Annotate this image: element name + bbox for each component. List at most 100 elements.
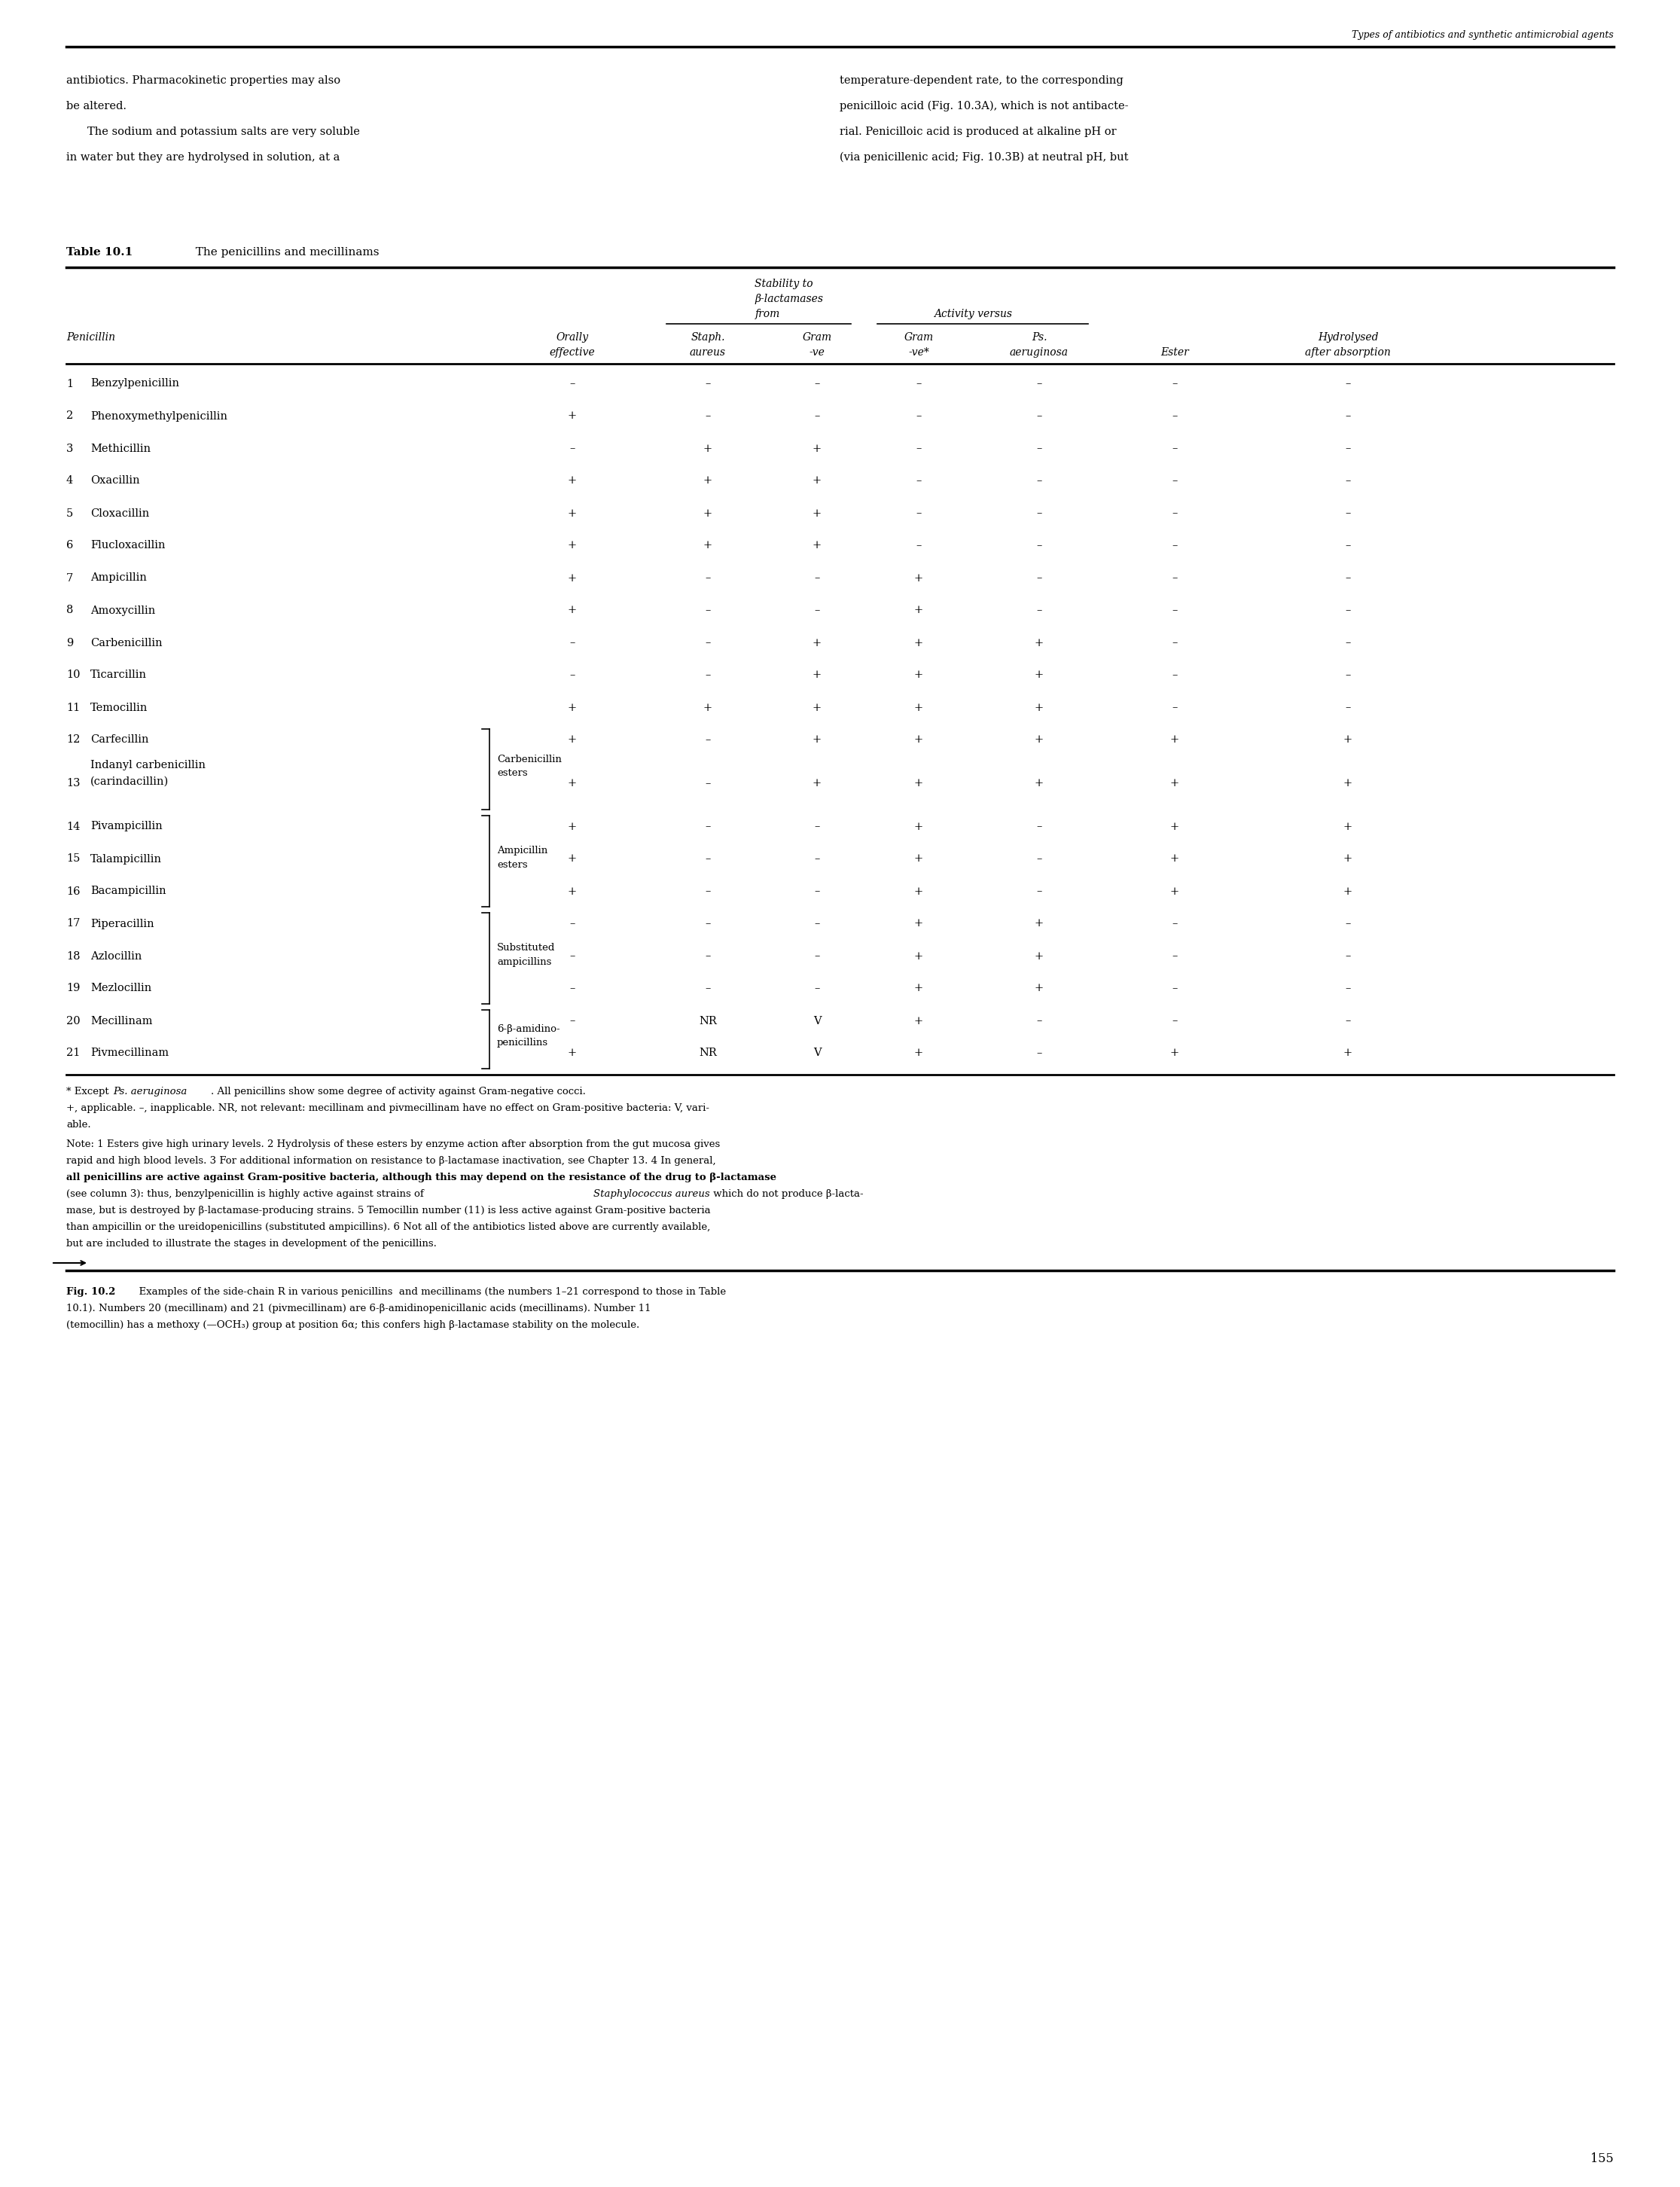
Text: –: – (1346, 573, 1351, 584)
Text: Indanyl carbenicillin: Indanyl carbenicillin (91, 759, 205, 770)
Text: Flucloxacillin: Flucloxacillin (91, 540, 165, 551)
Text: +: + (1035, 984, 1043, 993)
Text: –: – (1346, 606, 1351, 617)
Text: –: – (706, 378, 711, 389)
Text: +: + (568, 702, 576, 713)
Text: aureus: aureus (690, 348, 726, 359)
Text: Note: 1 Esters give high urinary levels. 2 Hydrolysis of these esters by enzyme : Note: 1 Esters give high urinary levels.… (66, 1139, 721, 1148)
Text: The penicillins and mecillinams: The penicillins and mecillinams (188, 247, 380, 258)
Text: –: – (706, 735, 711, 746)
Text: +: + (813, 702, 822, 713)
Text: –: – (1173, 411, 1178, 422)
Text: –: – (916, 411, 921, 422)
Text: Staph.: Staph. (690, 332, 726, 343)
Text: (carindacillin): (carindacillin) (91, 776, 170, 787)
Text: +: + (704, 507, 712, 518)
Text: +: + (914, 984, 924, 993)
Text: +: + (1171, 886, 1179, 897)
Text: +: + (813, 444, 822, 453)
Text: +: + (568, 411, 576, 422)
Text: Temocillin: Temocillin (91, 702, 148, 713)
Text: –: – (1346, 411, 1351, 422)
Text: 16: 16 (66, 886, 81, 897)
Text: –: – (1346, 636, 1351, 647)
Text: –: – (1173, 573, 1178, 584)
Text: 10.1). Numbers 20 (mecillinam) and 21 (pivmecillinam) are 6-β-amidinopenicillani: 10.1). Numbers 20 (mecillinam) and 21 (p… (66, 1303, 650, 1314)
Text: +: + (1035, 735, 1043, 746)
Text: +: + (568, 779, 576, 790)
Text: +, applicable. –, inapplicable. NR, not relevant: mecillinam and pivmecillinam h: +, applicable. –, inapplicable. NR, not … (66, 1102, 709, 1113)
Text: +: + (1171, 779, 1179, 790)
Text: –: – (1173, 507, 1178, 518)
Text: from: from (754, 308, 780, 319)
Text: –: – (1346, 669, 1351, 680)
Text: +: + (914, 1015, 924, 1026)
Text: –: – (706, 984, 711, 993)
Text: than ampicillin or the ureidopenicillins (substituted ampicillins). 6 Not all of: than ampicillin or the ureidopenicillins… (66, 1223, 711, 1231)
Text: 18: 18 (66, 951, 81, 962)
Text: β-lactamases: β-lactamases (754, 293, 823, 304)
Text: Ticarcillin: Ticarcillin (91, 669, 146, 680)
Text: +: + (813, 540, 822, 551)
Text: –: – (815, 378, 820, 389)
Text: +: + (568, 540, 576, 551)
Text: +: + (1035, 702, 1043, 713)
Text: mase, but is destroyed by β-lactamase-producing strains. 5 Temocillin number (11: mase, but is destroyed by β-lactamase-pr… (66, 1205, 711, 1216)
Text: after absorption: after absorption (1305, 348, 1391, 359)
Text: 155: 155 (1591, 2152, 1614, 2165)
Text: Mecillinam: Mecillinam (91, 1015, 153, 1026)
Text: –: – (1173, 1015, 1178, 1026)
Text: –: – (706, 606, 711, 617)
Text: Gram: Gram (904, 332, 934, 343)
Text: Carbenicillin: Carbenicillin (91, 636, 163, 647)
Text: –: – (1037, 475, 1042, 486)
Text: –: – (815, 606, 820, 617)
Text: –: – (1173, 951, 1178, 962)
Text: –: – (1037, 411, 1042, 422)
Text: +: + (914, 636, 924, 647)
Text: –: – (1037, 540, 1042, 551)
Text: Phenoxymethylpenicillin: Phenoxymethylpenicillin (91, 411, 227, 422)
Text: Cloxacillin: Cloxacillin (91, 507, 150, 518)
Text: Carbenicillin: Carbenicillin (497, 755, 561, 763)
Text: 2: 2 (66, 411, 74, 422)
Text: –: – (1037, 1015, 1042, 1026)
Text: –: – (1173, 606, 1178, 617)
Text: Types of antibiotics and synthetic antimicrobial agents: Types of antibiotics and synthetic antim… (1352, 31, 1614, 39)
Text: 10: 10 (66, 669, 81, 680)
Text: -ve: -ve (810, 348, 825, 359)
Text: +: + (1171, 822, 1179, 831)
Text: +: + (914, 702, 924, 713)
Text: +: + (568, 1048, 576, 1059)
Text: +: + (813, 669, 822, 680)
Text: 1: 1 (66, 378, 74, 389)
Text: -ve*: -ve* (909, 348, 929, 359)
Text: –: – (570, 636, 575, 647)
Text: +: + (813, 507, 822, 518)
Text: all penicillins are active against Gram-positive bacteria, although this may dep: all penicillins are active against Gram-… (66, 1172, 776, 1183)
Text: –: – (815, 886, 820, 897)
Text: rapid and high blood levels. 3 For additional information on resistance to β-lac: rapid and high blood levels. 3 For addit… (66, 1157, 716, 1166)
Text: –: – (706, 779, 711, 790)
Text: –: – (815, 573, 820, 584)
Text: +: + (914, 1048, 924, 1059)
Text: –: – (815, 411, 820, 422)
Text: –: – (1037, 378, 1042, 389)
Text: –: – (706, 411, 711, 422)
Text: Stability to: Stability to (754, 278, 813, 289)
Text: +: + (1344, 735, 1352, 746)
Text: esters: esters (497, 768, 528, 779)
Text: 3: 3 (66, 444, 74, 453)
Text: –: – (916, 444, 921, 453)
Text: –: – (1037, 606, 1042, 617)
Text: Gram: Gram (803, 332, 832, 343)
Text: –: – (1346, 378, 1351, 389)
Text: –: – (570, 444, 575, 453)
Text: –: – (1346, 507, 1351, 518)
Text: +: + (568, 606, 576, 617)
Text: +: + (1171, 1048, 1179, 1059)
Text: +: + (1035, 636, 1043, 647)
Text: –: – (570, 1015, 575, 1026)
Text: +: + (1035, 951, 1043, 962)
Text: –: – (706, 636, 711, 647)
